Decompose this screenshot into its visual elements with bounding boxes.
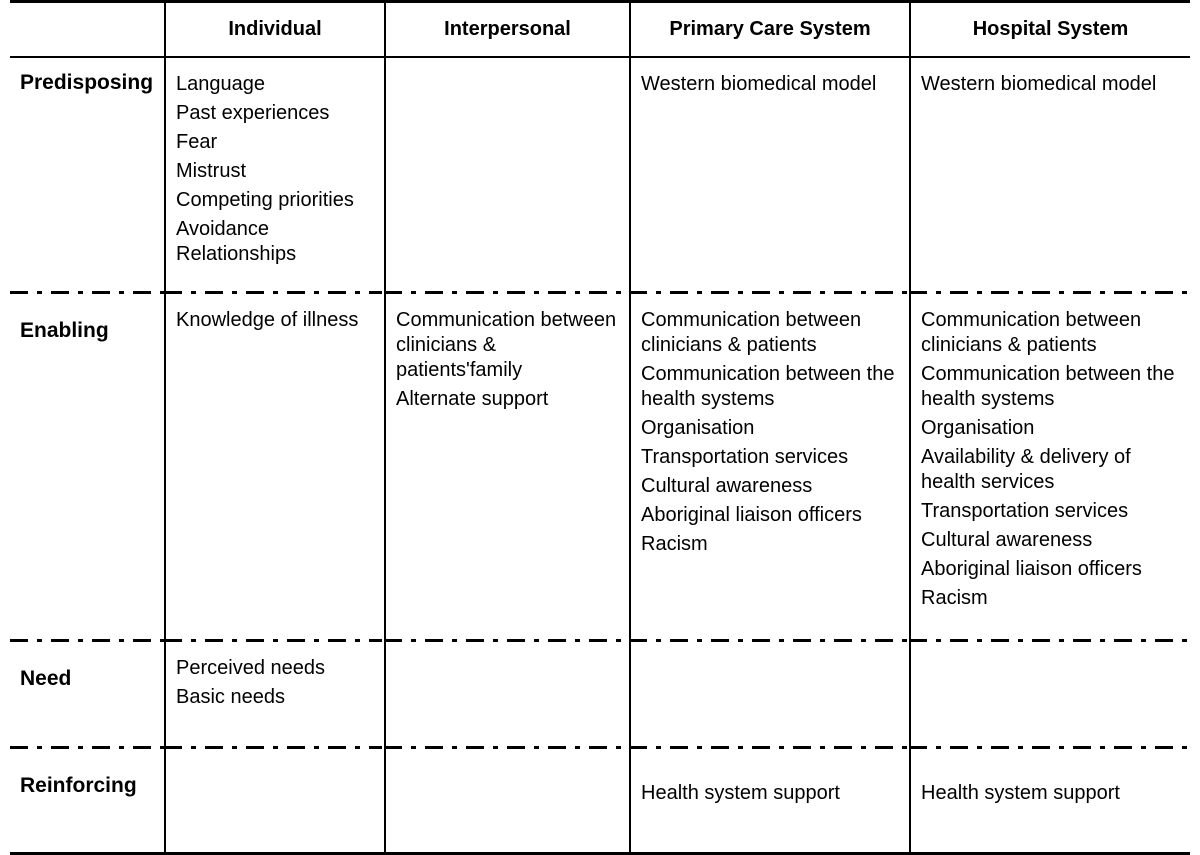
list-item: Aboriginal liaison officers (921, 557, 1180, 582)
header-primary: Primary Care System (630, 2, 910, 58)
items (921, 648, 1180, 666)
list-item: Language (176, 72, 374, 97)
cell-predisposing-interpersonal (385, 57, 630, 291)
items: Western biomedical model (921, 64, 1180, 115)
row-predisposing: Predisposing Language Past experiences Fea… (10, 57, 1190, 291)
items: Health system support (921, 773, 1180, 824)
list-item: Mistrust (176, 159, 374, 184)
cell-reinforcing-individual (165, 749, 385, 854)
items: Language Past experiences Fear Mistrust Comp… (176, 64, 374, 285)
list-item: Organisation (641, 416, 899, 441)
rowlabel-reinforcing: Reinforcing (10, 749, 165, 854)
list-item: Health system support (921, 781, 1180, 806)
items: Communication between clinicians & patie… (641, 300, 899, 579)
list-item: Cultural awareness (921, 528, 1180, 553)
list-item: Organisation (921, 416, 1180, 441)
list-item: Transportation services (921, 499, 1180, 524)
list-item: Communication between clinicians & patie… (921, 308, 1180, 358)
cell-need-individual: Perceived needs Basic needs (165, 642, 385, 746)
header-individual: Individual (165, 2, 385, 58)
framework-table: Individual Interpersonal Primary Care Sy… (10, 0, 1190, 855)
list-item: Alternate support (396, 387, 619, 412)
list-item: Communication between the health systems (921, 362, 1180, 412)
cell-enabling-individual: Knowledge of illness (165, 294, 385, 639)
items (396, 648, 619, 666)
list-item: Communication between the health systems (641, 362, 899, 412)
items: Western biomedical model (641, 64, 899, 115)
list-item: Fear (176, 130, 374, 155)
header-blank (10, 2, 165, 58)
cell-reinforcing-primary: Health system support (630, 749, 910, 854)
items: Health system support (641, 773, 899, 824)
items (396, 64, 619, 82)
framework-table-page: Individual Interpersonal Primary Care Sy… (0, 0, 1200, 848)
list-item: Communication between clinicians & patie… (641, 308, 899, 358)
items: Communication between clinicians & patie… (396, 300, 619, 434)
cell-predisposing-hospital: Western biomedical model (910, 57, 1190, 291)
items: Communication between clinicians & patie… (921, 300, 1180, 633)
list-item: Competing priorities (176, 188, 374, 213)
cell-predisposing-individual: Language Past experiences Fear Mistrust Comp… (165, 57, 385, 291)
list-item: Aboriginal liaison officers (641, 503, 899, 528)
cell-need-primary (630, 642, 910, 746)
list-item: Western biomedical model (921, 72, 1180, 97)
cell-need-interpersonal (385, 642, 630, 746)
list-item: Racism (921, 586, 1180, 611)
list-item: Past experiences (176, 101, 374, 126)
items (641, 648, 899, 666)
list-item: Basic needs (176, 685, 374, 710)
list-item: Availability & delivery of health servic… (921, 445, 1180, 495)
list-item: Knowledge of illness (176, 308, 374, 333)
list-item: Communication between clinicians & patie… (396, 308, 619, 383)
list-item: Cultural awareness (641, 474, 899, 499)
cell-reinforcing-interpersonal (385, 749, 630, 854)
cell-predisposing-primary: Western biomedical model (630, 57, 910, 291)
cell-reinforcing-hospital: Health system support (910, 749, 1190, 854)
separator (10, 746, 1190, 749)
items (176, 773, 374, 791)
cell-enabling-primary: Communication between clinicians & patie… (630, 294, 910, 639)
rowlabel-enabling: Enabling (10, 294, 165, 639)
cell-enabling-interpersonal: Communication between clinicians & patie… (385, 294, 630, 639)
cell-enabling-hospital: Communication between clinicians & patie… (910, 294, 1190, 639)
row-need: Need Perceived needs Basic needs (10, 642, 1190, 746)
rowlabel-need: Need (10, 642, 165, 746)
header-interpersonal: Interpersonal (385, 2, 630, 58)
list-item: Health system support (641, 781, 899, 806)
list-item: Western biomedical model (641, 72, 899, 97)
list-item: Avoidance Relationships (176, 217, 374, 267)
items: Knowledge of illness (176, 300, 374, 355)
items (396, 773, 619, 791)
list-item: Perceived needs (176, 656, 374, 681)
row-enabling: Enabling Knowledge of illness Communicat… (10, 294, 1190, 639)
items: Perceived needs Basic needs (176, 648, 374, 728)
cell-need-hospital (910, 642, 1190, 746)
list-item: Transportation services (641, 445, 899, 470)
separator (10, 639, 1190, 642)
header-hospital: Hospital System (910, 2, 1190, 58)
rowlabel-predisposing: Predisposing (10, 57, 165, 291)
header-row: Individual Interpersonal Primary Care Sy… (10, 2, 1190, 58)
row-reinforcing: Reinforcing Health system support Health… (10, 749, 1190, 854)
separator (10, 291, 1190, 294)
list-item: Racism (641, 532, 899, 557)
